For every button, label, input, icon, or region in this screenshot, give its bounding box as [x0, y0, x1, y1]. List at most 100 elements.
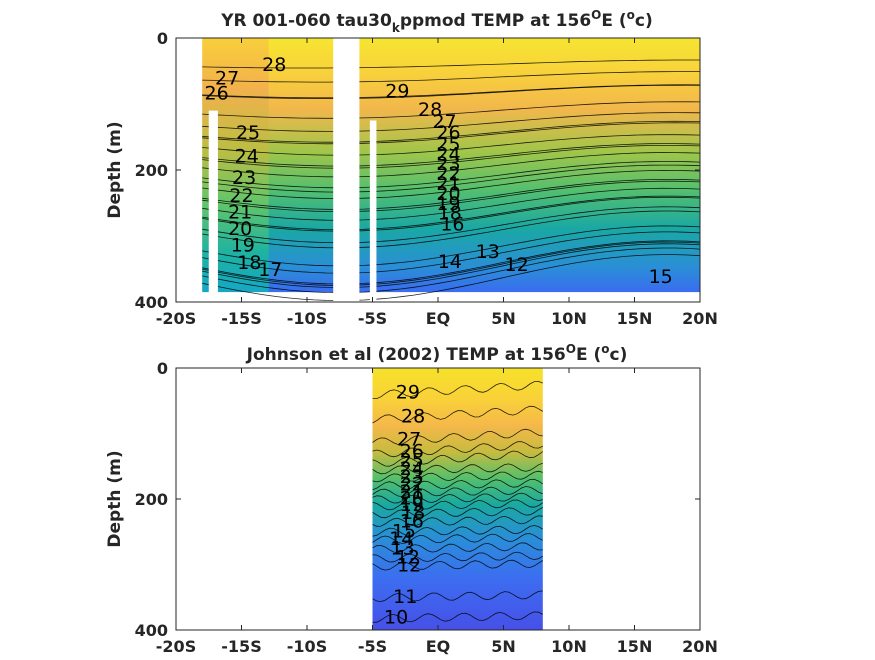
top-contour-line [202, 120, 700, 143]
top-contour-label: 18 [438, 203, 462, 225]
top-contour-line [202, 241, 700, 286]
top-contour-line [202, 196, 700, 232]
top-contour-label: 25 [236, 122, 260, 144]
top-x-tick-label: 10N [551, 309, 587, 328]
top-y-tick-label: 0 [157, 29, 168, 48]
bottom-contour-label: 20 [400, 488, 424, 510]
top-x-tick-label: -20S [156, 309, 196, 328]
bottom-contour-label: 26 [400, 440, 424, 462]
bottom-contour-line [372, 542, 543, 554]
top-y-axis-label: Depth (m) [105, 121, 125, 218]
top-contour-label: 27 [215, 67, 239, 89]
bottom-y-tick-label: 400 [135, 621, 168, 640]
bottom-contour-label: 29 [396, 381, 420, 403]
bottom-x-tick-label: -5S [358, 637, 387, 656]
bottom-y-tick-label: 200 [135, 490, 168, 509]
top-masked-columns [208, 38, 377, 302]
bottom-contour-line [372, 551, 544, 563]
top-contour-label: 29 [385, 81, 409, 103]
bottom-contour-label: 25 [400, 450, 424, 472]
bottom-contour-line [372, 507, 543, 519]
bottom-contour-label: 24 [400, 458, 424, 480]
top-contour-label: 17 [258, 259, 282, 281]
bottom-contour-label: 11 [393, 586, 417, 608]
top-contour-line [202, 187, 700, 221]
bottom-x-tick-label: -15S [221, 637, 261, 656]
bottom-color-field [372, 368, 543, 630]
bottom-contour-line [372, 559, 544, 571]
top-contour-line [202, 152, 700, 178]
bottom-contour-label: 15 [392, 520, 416, 542]
top-x-tick-label: -10S [287, 309, 327, 328]
bottom-contour-label: 12 [397, 554, 421, 576]
bottom-x-tick-label: -10S [287, 637, 327, 656]
top-chart-title: YR 001-060 tau30kppmod TEMP at 156OE (oc… [220, 8, 653, 35]
bottom-contour-line [372, 525, 544, 537]
top-contour-labels: 2827262524232221201918172928272625242322… [205, 54, 673, 288]
top-y-tick-label: 400 [135, 293, 168, 312]
bottom-x-tick-label: 15N [617, 637, 653, 656]
bottom-x-tick-label: -20S [156, 637, 196, 656]
top-x-tick-label: 5N [491, 309, 516, 328]
bottom-contour-line [372, 492, 543, 504]
bottom-contour-line [372, 462, 543, 475]
top-contour-label: 18 [237, 252, 261, 274]
top-contour-line [202, 247, 700, 294]
top-contour-line [202, 240, 700, 285]
bottom-x-tick-label: 5N [491, 637, 516, 656]
top-contour-label: 14 [438, 251, 462, 273]
bottom-contour-line [372, 533, 543, 544]
bottom-contour-line [372, 441, 543, 458]
bottom-contour-line [372, 450, 544, 467]
top-contour-line [202, 143, 700, 167]
top-mask-column [208, 110, 218, 302]
top-x-tick-label: 15N [617, 309, 653, 328]
top-contour-line [202, 122, 700, 145]
bottom-contour-label: 18 [401, 502, 425, 524]
bottom-contour-label: 23 [400, 466, 424, 488]
top-contour-label: 24 [235, 145, 259, 167]
top-contour-label: 21 [228, 201, 252, 223]
top-contour-line [202, 164, 700, 193]
top-contour-label: 12 [505, 254, 529, 276]
top-contour-line [202, 225, 700, 267]
top-contour-line [202, 210, 700, 249]
bottom-contour-label: 13 [391, 537, 415, 559]
bottom-contour-line [372, 470, 543, 483]
bottom-contour-line [372, 486, 543, 497]
top-contour-label: 13 [476, 241, 500, 263]
top-contour-label: 20 [436, 183, 460, 205]
top-mask-column [369, 120, 377, 302]
bottom-contour-label: 27 [397, 429, 421, 451]
bottom-axes: -20S -15S -10S -5S EQ 5N 10N 15N 20N 0 200 400 [135, 359, 718, 656]
bottom-contour-label: 22 [400, 474, 424, 496]
top-contour-label: 19 [436, 193, 460, 215]
top-contour-label: 15 [649, 266, 673, 288]
bottom-contour-label: 19 [400, 494, 424, 516]
bottom-temperature-field [372, 368, 544, 630]
bottom-x-tick-label: EQ [426, 637, 451, 656]
top-contour-label: 23 [436, 153, 460, 175]
top-contour-line [202, 243, 700, 289]
bottom-chart-title: Johnson et al (2002) TEMP at 156OE (oc) [246, 342, 628, 365]
top-contour-line [202, 134, 700, 156]
top-contour-label: 19 [231, 234, 255, 256]
top-contour-label: 25 [436, 133, 460, 155]
top-x-tick-label: -15S [221, 309, 261, 328]
bottom-contour-line [372, 478, 544, 491]
bottom-contour-line [372, 611, 543, 623]
top-axes: -20S -15S -10S -5S EQ 5N 10N 15N 20N 0 200 400 [135, 29, 718, 328]
top-x-tick-label: EQ [426, 309, 451, 328]
top-x-tick-label: 20N [682, 309, 718, 328]
top-contour-line [202, 231, 700, 274]
top-contour-line [202, 144, 700, 169]
top-contour-label: 23 [232, 167, 256, 189]
top-contour-label: 24 [436, 143, 460, 165]
top-contour-label: 27 [432, 111, 456, 133]
bottom-x-tick-label: 20N [682, 637, 718, 656]
bottom-contour-label: 10 [384, 607, 408, 629]
top-mask-column [333, 38, 360, 302]
